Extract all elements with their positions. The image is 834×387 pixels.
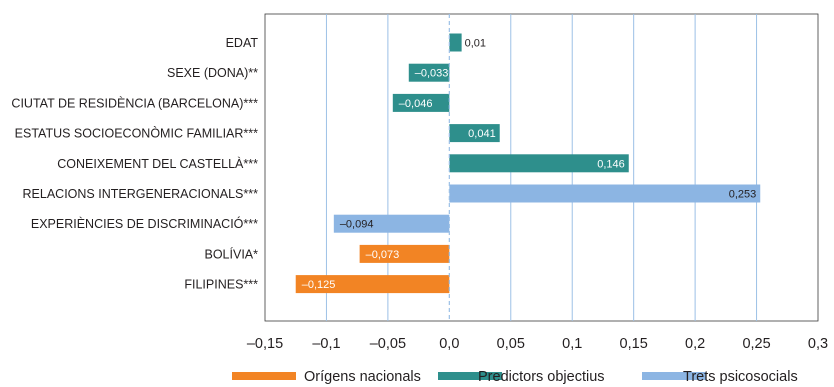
bar [449, 154, 629, 173]
x-tick-label: –0,1 [312, 336, 340, 352]
x-tick-label: 0,05 [497, 336, 525, 352]
bar [392, 93, 450, 112]
x-tick-label: 0,15 [620, 336, 648, 352]
x-tick-label: 0,3 [808, 336, 828, 352]
bar [359, 244, 450, 263]
data-label: 0,041 [468, 128, 496, 140]
category-label: EDAT [226, 36, 259, 50]
legend-label: Predictors objectius [478, 369, 605, 385]
data-label: –0,094 [340, 219, 374, 231]
bar [449, 33, 462, 52]
category-label: BOLÍVIA* [205, 246, 259, 261]
data-label: –0,046 [399, 98, 433, 110]
category-label: SEXE (DONA)** [167, 66, 258, 80]
x-tick-label: 0,2 [685, 336, 705, 352]
x-tick-label: 0,25 [742, 336, 770, 352]
x-tick-label: 0,1 [562, 336, 582, 352]
legend-label: Orígens nacionals [304, 369, 421, 385]
category-label: CIUTAT DE RESIDÈNCIA (BARCELONA)*** [11, 95, 258, 110]
data-label: –0,125 [302, 279, 336, 291]
data-label: 0,01 [465, 38, 486, 50]
bar [449, 124, 500, 143]
legend-swatch [232, 372, 296, 380]
legend-swatch [642, 372, 706, 380]
category-label: CONEIXEMENT DEL CASTELLÀ*** [57, 156, 258, 171]
data-label: –0,033 [415, 68, 449, 80]
data-label: –0,073 [366, 249, 400, 261]
category-label: RELACIONS INTERGENERACIONALS*** [23, 187, 259, 201]
x-tick-label: –0,15 [247, 336, 283, 352]
bar [449, 184, 761, 203]
data-label: 0,253 [729, 189, 757, 201]
category-label: FILIPINES*** [184, 278, 258, 292]
category-label: ESTATUS SOCIOECONÒMIC FAMILIAR*** [15, 126, 258, 141]
bar [295, 275, 450, 294]
x-tick-label: 0,0 [439, 336, 459, 352]
legend-label: Trets psicosocials [683, 369, 798, 385]
bar [408, 63, 450, 82]
data-label: 0,146 [597, 158, 625, 170]
category-label: EXPERIÈNCIES DE DISCRIMINACIÓ*** [31, 216, 258, 231]
bar [333, 214, 450, 233]
legend-swatch [438, 372, 502, 380]
plot-frame [264, 13, 819, 322]
x-tick-label: –0,05 [370, 336, 406, 352]
